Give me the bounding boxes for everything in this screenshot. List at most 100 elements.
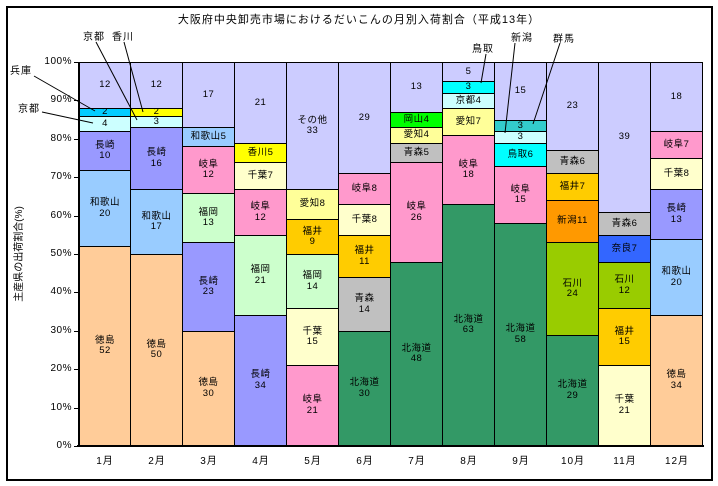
segment-label: 徳島 [666,369,687,380]
segment-label: 20 [99,207,111,219]
bar-segment-11月-奈良: 奈良7 [598,235,651,263]
segment-label: 福井 [614,325,635,337]
bar-segment-9月-岐阜: 岐阜 15 [494,166,547,224]
bar-segment-12月-その他: 18 [650,62,703,132]
segment-label: 福井7 [559,180,586,192]
segment-label: 34 [254,379,267,391]
segment-label: 29 [358,111,371,123]
y-tick-mark [74,139,78,140]
segment-label: 福井 [354,245,375,256]
segment-label: 4 [102,117,108,129]
bar-segment-7月-岐阜: 岐阜 26 [390,162,443,263]
segment-label: 17 [202,88,215,100]
bar-segment-8月-北海道: 北海道 63 [442,204,495,446]
x-tick-label-11月: 11月 [613,456,637,467]
callout-label-鳥取-8月-鳥取: 鳥取 [472,44,494,55]
bar-column-11月: 千葉 21 福井 15 石川 12 奈良7 青森6 39 [598,62,651,446]
chart-border [6,6,713,481]
bar-segment-10月-その他: 23 [546,62,599,151]
segment-label: 20 [670,276,683,288]
segment-label: 北海道 [557,379,588,390]
y-tick-label-60%: 60% [50,209,72,221]
bar-column-5月: 岐阜 21 千葉 15 福岡 14 福井 9 愛知8 その他 33 [286,62,339,446]
segment-label: 15 [618,336,631,347]
callout-label-新潟-9月-新潟: 新潟 [511,33,533,44]
bar-segment-7月-その他: 13 [390,62,443,113]
bar-segment-2月-長崎: 長崎 16 [130,127,183,190]
segment-label: 18 [670,90,683,102]
segment-label: 長崎 [146,147,167,158]
x-tick-label-10月: 10月 [560,456,586,467]
segment-label: 北海道 [505,323,536,334]
segment-label: 岐阜 [198,158,219,170]
segment-label: 23 [202,286,215,297]
y-axis-line [78,62,79,446]
y-tick-mark [74,177,78,178]
bar-segment-11月-青森: 青森6 [598,212,651,236]
x-axis-line [77,445,704,447]
bar-segment-6月-千葉: 千葉8 [338,204,391,236]
segment-label: 和歌山5 [190,130,227,142]
bar-segment-1月-その他: 12 [79,62,131,109]
bar-segment-1月-長崎: 長崎 10 [79,131,131,171]
y-tick-mark [74,62,78,63]
bar-segment-10月-北海道: 北海道 29 [546,335,599,446]
y-tick-label-20%: 20% [50,363,72,375]
x-tick-label-12月: 12月 [664,456,690,467]
bar-column-10月: 北海道 29 石川 24 新潟11 福井7 青森6 23 [546,62,599,446]
bar-segment-3月-和歌山: 和歌山5 [182,127,235,147]
bar-segment-1月-徳島: 徳島 52 [79,246,131,446]
bar-segment-6月-岐阜: 岐阜8 [338,173,391,205]
segment-label: 24 [566,288,579,299]
segment-label: 徳島 [198,377,219,388]
callout-label-群馬-9月-群馬: 群馬 [553,34,575,45]
segment-label: 長崎 [198,275,219,287]
segment-label: その他 [297,114,328,126]
segment-label: 岡山4 [403,113,430,125]
bar-segment-10月-石川: 石川 24 [546,242,599,336]
segment-label: 愛知8 [299,198,326,210]
segment-label: 12 [254,211,267,223]
bar-segment-7月-北海道: 北海道 48 [390,262,443,446]
bar-segment-4月-香川: 香川5 [234,143,287,163]
bar-column-8月: 北海道 63 岐阜 18 愛知7 京都4 3 5 [442,62,495,446]
bar-column-9月: 北海道 58 岐阜 15 鳥取6 3 3 15 [494,62,547,446]
bar-segment-5月-愛知: 愛知8 [286,189,339,220]
segment-label: 愛知7 [455,115,482,127]
segment-label: 奈良7 [611,242,638,254]
segment-label: 長崎 [666,203,687,214]
segment-label: 千葉7 [247,169,274,181]
bar-segment-11月-その他: 39 [598,62,651,213]
segment-label: 福岡 [198,206,219,218]
segment-label: 13 [670,213,683,225]
bar-segment-8月-愛知: 愛知7 [442,108,495,136]
segment-label: 青森 [354,293,375,304]
segment-label: 14 [358,303,371,315]
segment-label: 岐阜 [302,394,323,405]
bar-segment-9月-群馬: 3 [494,120,547,132]
segment-label: 21 [306,404,319,416]
bar-segment-9月-その他: 15 [494,62,547,121]
segment-label: 長崎 [250,369,271,380]
segment-label: 18 [462,169,475,180]
callout-label-京都-2月-京都: 京都 [83,32,105,43]
segment-label: 3 [517,119,524,131]
segment-label: 50 [150,349,163,360]
bar-segment-4月-千葉: 千葉7 [234,162,287,190]
segment-label: 青森5 [403,146,430,158]
bar-segment-2月-香川: 2 [130,107,183,117]
bar-segment-3月-岐阜: 岐阜 12 [182,146,235,194]
bar-segment-4月-福岡: 福岡 21 [234,235,287,316]
callout-label-香川-2月-香川: 香川 [112,32,134,43]
segment-label: 徳島 [94,334,115,346]
bar-segment-4月-その他: 21 [234,62,287,144]
bar-segment-12月-岐阜: 岐阜7 [650,131,703,159]
segment-label: 徳島 [146,338,167,350]
bar-column-7月: 北海道 48 岐阜 26 青森5 愛知4 岡山4 13 [390,62,443,446]
x-tick-label-3月: 3月 [200,456,218,467]
bar-segment-6月-その他: 29 [338,62,391,174]
bar-segment-7月-愛知: 愛知4 [390,127,443,144]
segment-label: 21 [254,274,267,286]
segment-label: 岐阜 [406,201,427,212]
segment-label: 21 [254,96,267,108]
